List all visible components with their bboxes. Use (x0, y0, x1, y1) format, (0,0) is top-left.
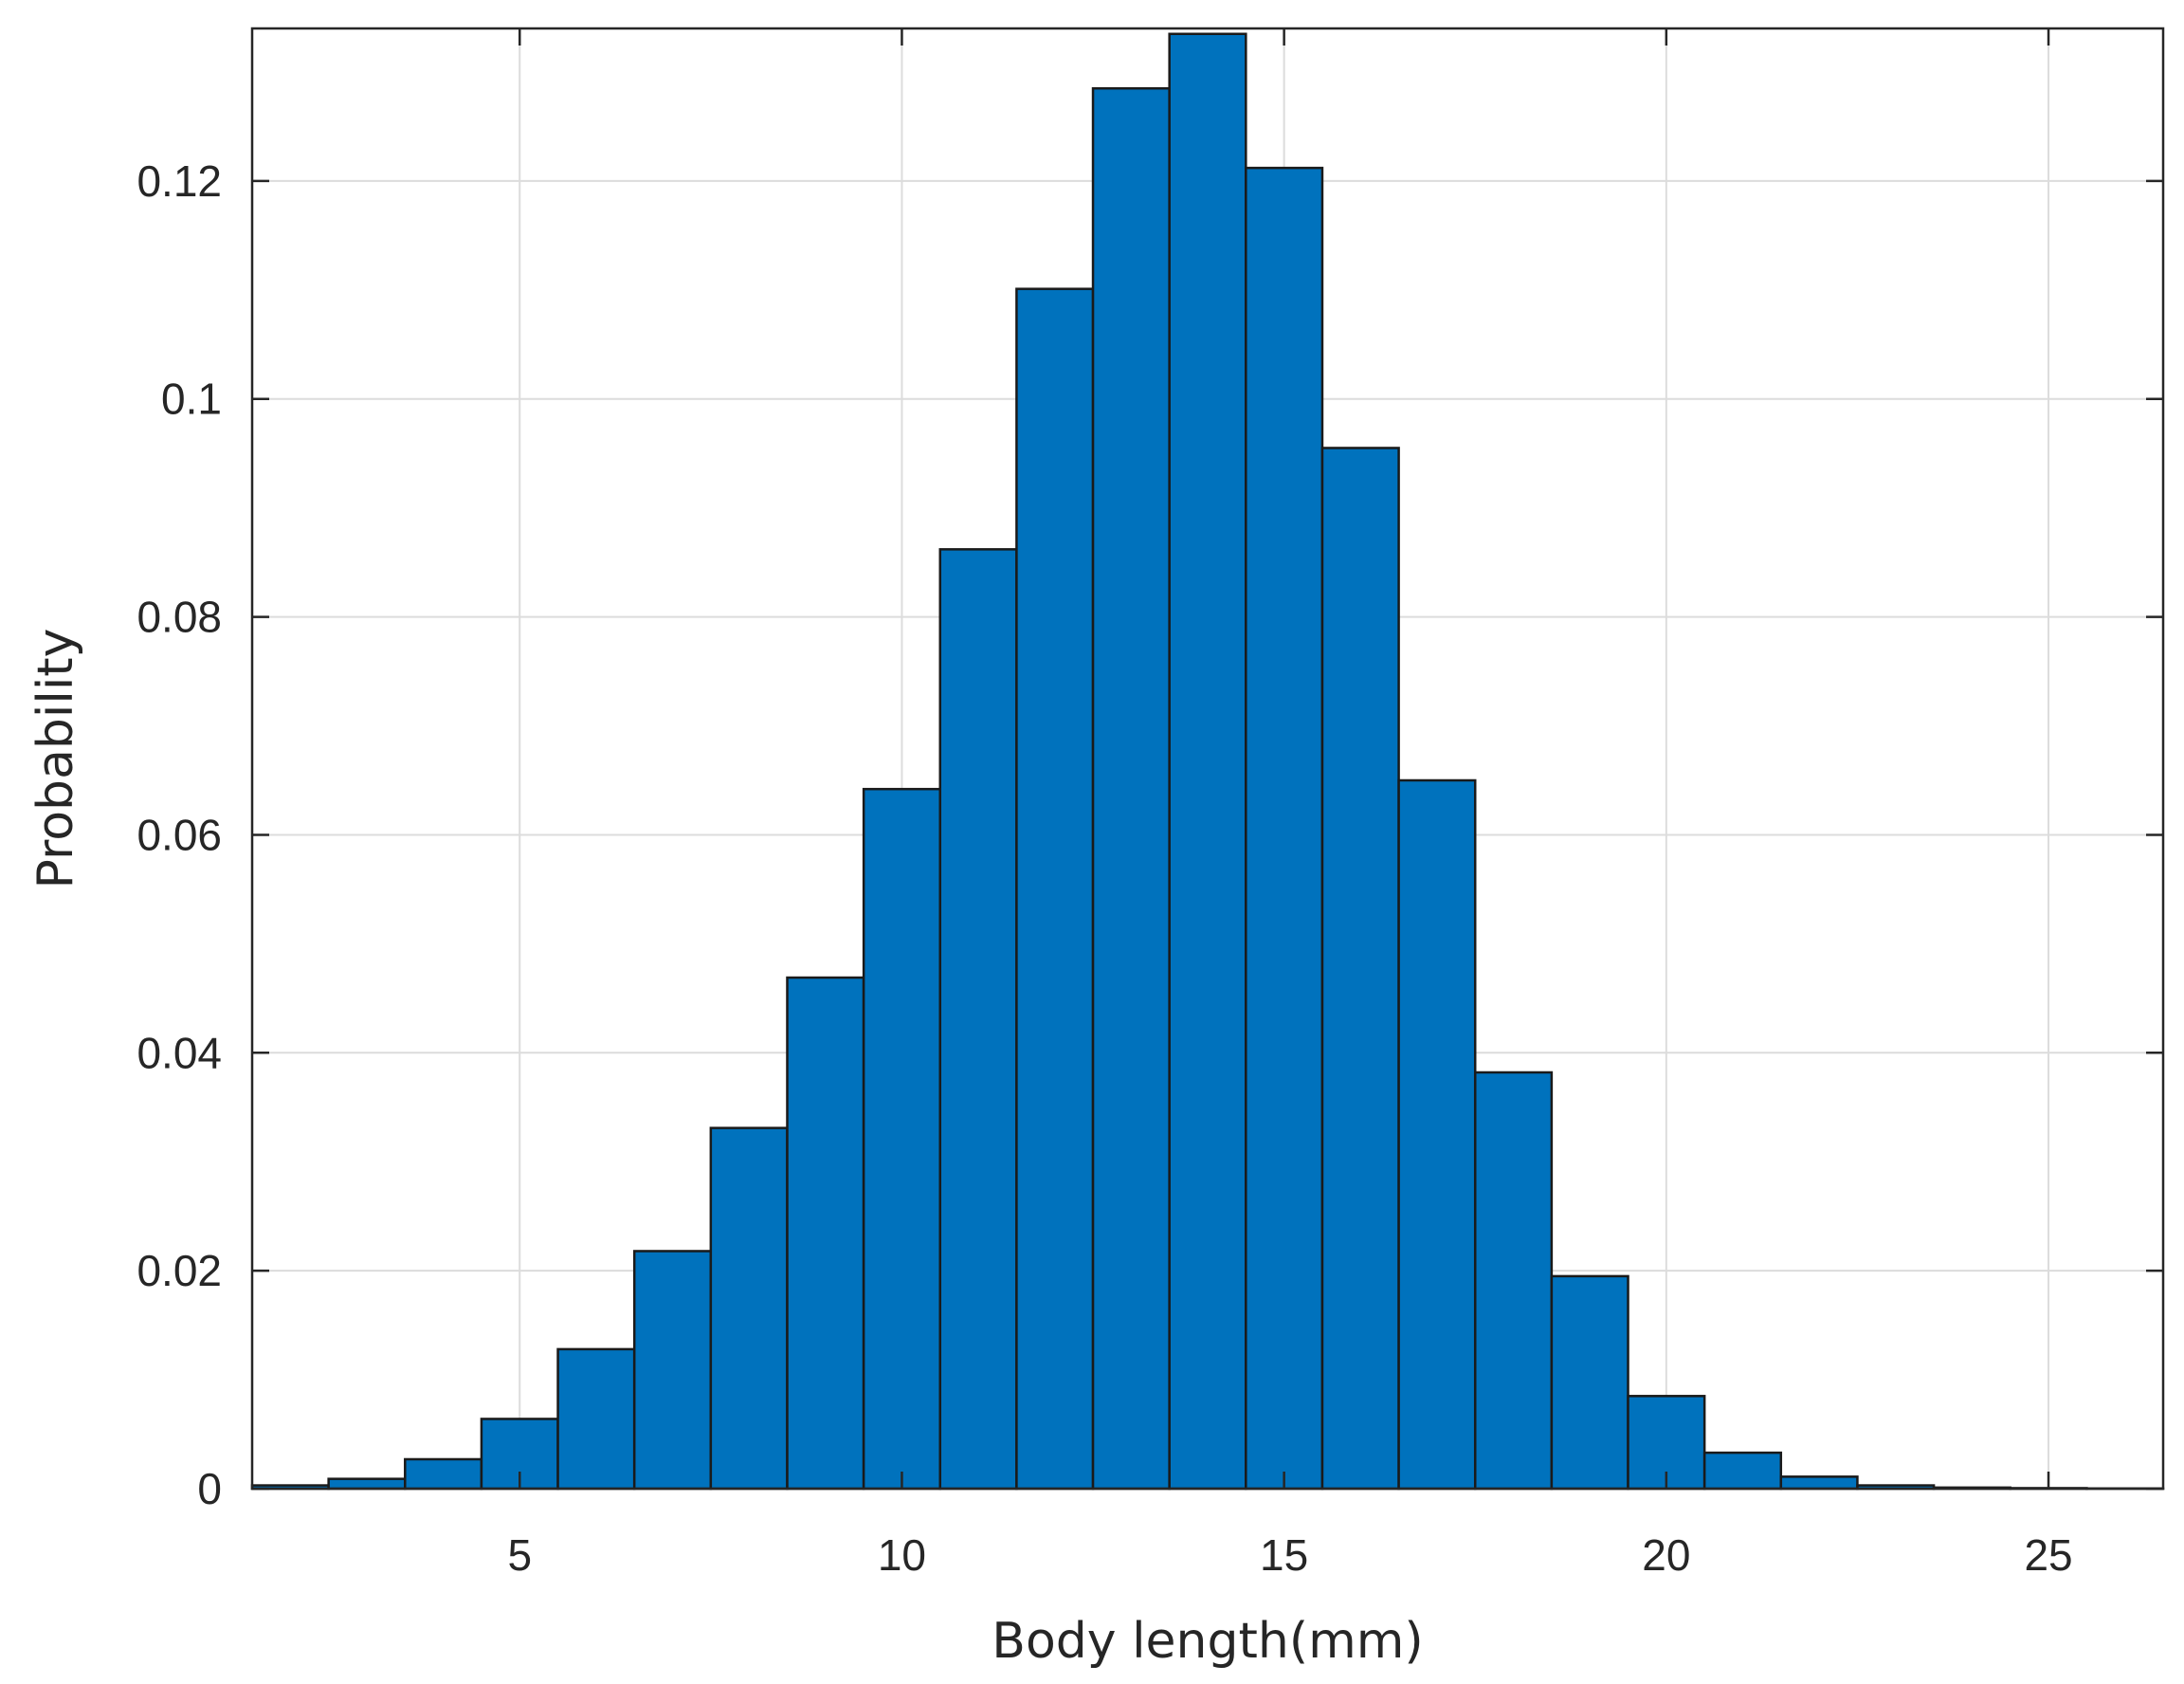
histogram-bar (1245, 166, 1324, 1491)
histogram-bars (250, 32, 2165, 1491)
histogram-bar (1091, 86, 1171, 1491)
histogram-bar (1473, 1071, 1554, 1491)
y-tick-label: 0.12 (136, 156, 222, 206)
histogram-bar (1550, 1274, 1629, 1491)
x-tick-label: 15 (1260, 1530, 1308, 1580)
y-tick-label: 0.02 (136, 1246, 222, 1295)
axis-ticks (252, 28, 2163, 1491)
y-tick-label: 0.04 (136, 1028, 222, 1077)
histogram-bar (632, 1250, 713, 1491)
y-tick-label: 0.1 (161, 375, 222, 424)
x-tick-label: 20 (1642, 1530, 1690, 1580)
y-tick-labels: 0 0.02 0.04 0.06 0.08 0.1 0.12 (136, 156, 222, 1513)
x-tick-labels: 5 10 15 20 25 (507, 1530, 2072, 1580)
histogram-bar (1702, 1451, 1783, 1491)
y-tick-label: 0 (197, 1464, 222, 1513)
histogram-bar (1320, 447, 1400, 1491)
histogram-bar (1779, 1475, 1859, 1491)
y-axis-label: Probability (27, 629, 84, 889)
histogram-bar (1015, 287, 1095, 1491)
histogram-bar (327, 1477, 407, 1491)
histogram-bar (1627, 1395, 1706, 1491)
x-axis-label: Body length(mm) (992, 1613, 1423, 1670)
x-tick-label: 25 (2024, 1530, 2072, 1580)
histogram-bar (1168, 32, 1247, 1491)
histogram-bar (938, 548, 1018, 1491)
histogram-bar (556, 1347, 636, 1491)
x-tick-label: 5 (507, 1530, 532, 1580)
histogram-bar (404, 1457, 483, 1491)
x-tick-label: 10 (878, 1530, 926, 1580)
histogram-bar (862, 787, 942, 1491)
histogram-bar (709, 1126, 789, 1491)
histogram-bar (786, 976, 865, 1491)
y-tick-label: 0.08 (136, 593, 222, 642)
y-tick-label: 0.06 (136, 810, 222, 859)
histogram-bar (1397, 778, 1477, 1491)
plot-frame (250, 27, 2165, 1491)
